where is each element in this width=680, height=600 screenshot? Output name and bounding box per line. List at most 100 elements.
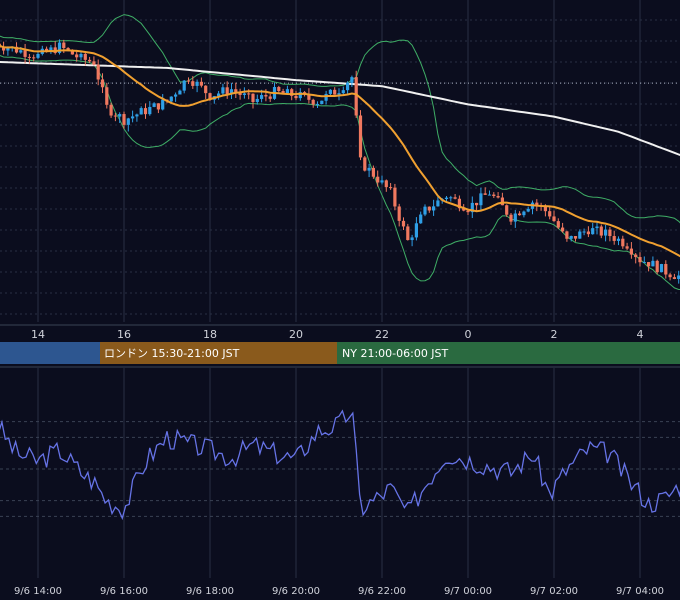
candle-body	[311, 99, 315, 105]
candle-body	[475, 202, 479, 206]
candle-body	[449, 197, 453, 199]
candle-body	[668, 274, 672, 278]
candle-body	[122, 114, 126, 125]
candle-body	[565, 231, 569, 239]
candle-body	[526, 208, 530, 212]
moving-average-short-line	[0, 44, 680, 258]
candle-body	[548, 211, 552, 217]
candle-body	[380, 180, 384, 183]
candle-body	[285, 89, 289, 94]
candle-body	[109, 104, 113, 116]
oscillator-x-tick: 9/6 14:00	[14, 586, 62, 597]
candle-body	[659, 264, 664, 273]
candle-body	[608, 229, 612, 237]
candle-body	[672, 277, 676, 279]
candle-body	[178, 90, 182, 95]
candle-body	[397, 206, 401, 221]
price-x-tick: 16	[117, 328, 131, 341]
candle-body	[195, 81, 199, 86]
candle-body	[642, 262, 646, 264]
candle-body	[384, 180, 388, 188]
candle-body	[23, 50, 27, 57]
candle-body	[358, 115, 363, 158]
candle-body	[492, 194, 496, 197]
oscillator-x-tick: 9/6 20:00	[272, 586, 320, 597]
candle-body	[152, 103, 156, 107]
candle-body	[247, 93, 251, 95]
candle-body	[169, 96, 173, 102]
candle-body	[341, 90, 345, 94]
candle-body	[513, 213, 517, 222]
candle-body	[255, 98, 259, 102]
candle-body	[573, 236, 578, 239]
candle-body	[320, 100, 324, 105]
candle-body	[410, 237, 414, 241]
candle-body	[479, 193, 483, 206]
price-x-tick: 14	[31, 328, 45, 341]
price-x-axis: 14 16 18 20 22 0 2 4	[0, 324, 680, 341]
candle-body	[569, 236, 573, 239]
candle-body	[487, 194, 492, 196]
candle-body	[629, 248, 633, 255]
candle-body	[70, 49, 74, 55]
candle-body	[260, 95, 264, 99]
candle-body	[346, 82, 350, 91]
candle-body	[651, 260, 655, 267]
candle-body	[234, 89, 238, 93]
candle-body	[32, 57, 36, 59]
oscillator-line	[0, 409, 680, 521]
candle-body	[174, 94, 178, 97]
candle-body	[599, 226, 603, 236]
candle-body	[444, 197, 449, 200]
candle-body	[419, 214, 423, 224]
candle-body	[612, 236, 616, 241]
candle-body	[604, 229, 608, 236]
candle-body	[638, 257, 642, 263]
candle-body	[324, 93, 328, 101]
candle-body	[118, 114, 122, 117]
candle-body	[229, 89, 234, 95]
session-bar: ロンドン 15:30-21:00 JST NY 21:00-06:00 JST	[0, 342, 680, 364]
candle-body	[677, 275, 680, 279]
oscillator-panel	[0, 366, 680, 578]
candle-body	[578, 231, 582, 239]
candle-body	[277, 87, 281, 91]
candle-body	[156, 103, 160, 110]
candle-body	[19, 50, 23, 53]
candle-body	[432, 206, 436, 211]
candle-body	[49, 47, 53, 52]
candle-body	[376, 176, 380, 183]
candle-body	[436, 200, 440, 207]
candle-body	[307, 94, 311, 100]
candle-body	[27, 56, 31, 58]
candle-body	[354, 77, 358, 116]
candle-body	[470, 202, 474, 213]
candle-body	[625, 246, 629, 249]
candle-body	[509, 214, 513, 222]
candle-body	[242, 93, 246, 95]
candle-body	[251, 93, 255, 102]
candle-body	[496, 196, 500, 198]
candle-body	[100, 79, 105, 88]
candle-body	[83, 53, 87, 60]
candle-body	[350, 77, 354, 83]
candle-body	[208, 93, 212, 100]
candle-body	[96, 64, 100, 80]
candle-body	[281, 90, 285, 94]
candle-body	[462, 208, 466, 211]
candle-body	[105, 87, 109, 105]
candle-body	[268, 96, 272, 99]
candle-body	[556, 221, 560, 228]
candle-body	[591, 228, 595, 235]
candle-body	[522, 211, 526, 216]
candle-body	[582, 231, 586, 233]
candle-body	[143, 108, 148, 115]
candle-body	[315, 104, 320, 106]
candle-body	[561, 227, 565, 232]
oscillator-x-tick: 9/7 00:00	[444, 586, 492, 597]
candle-body	[148, 106, 152, 115]
candle-body	[367, 167, 371, 171]
candle-body	[79, 53, 83, 58]
oscillator-x-tick: 9/6 18:00	[186, 586, 234, 597]
candle-body	[6, 48, 10, 51]
